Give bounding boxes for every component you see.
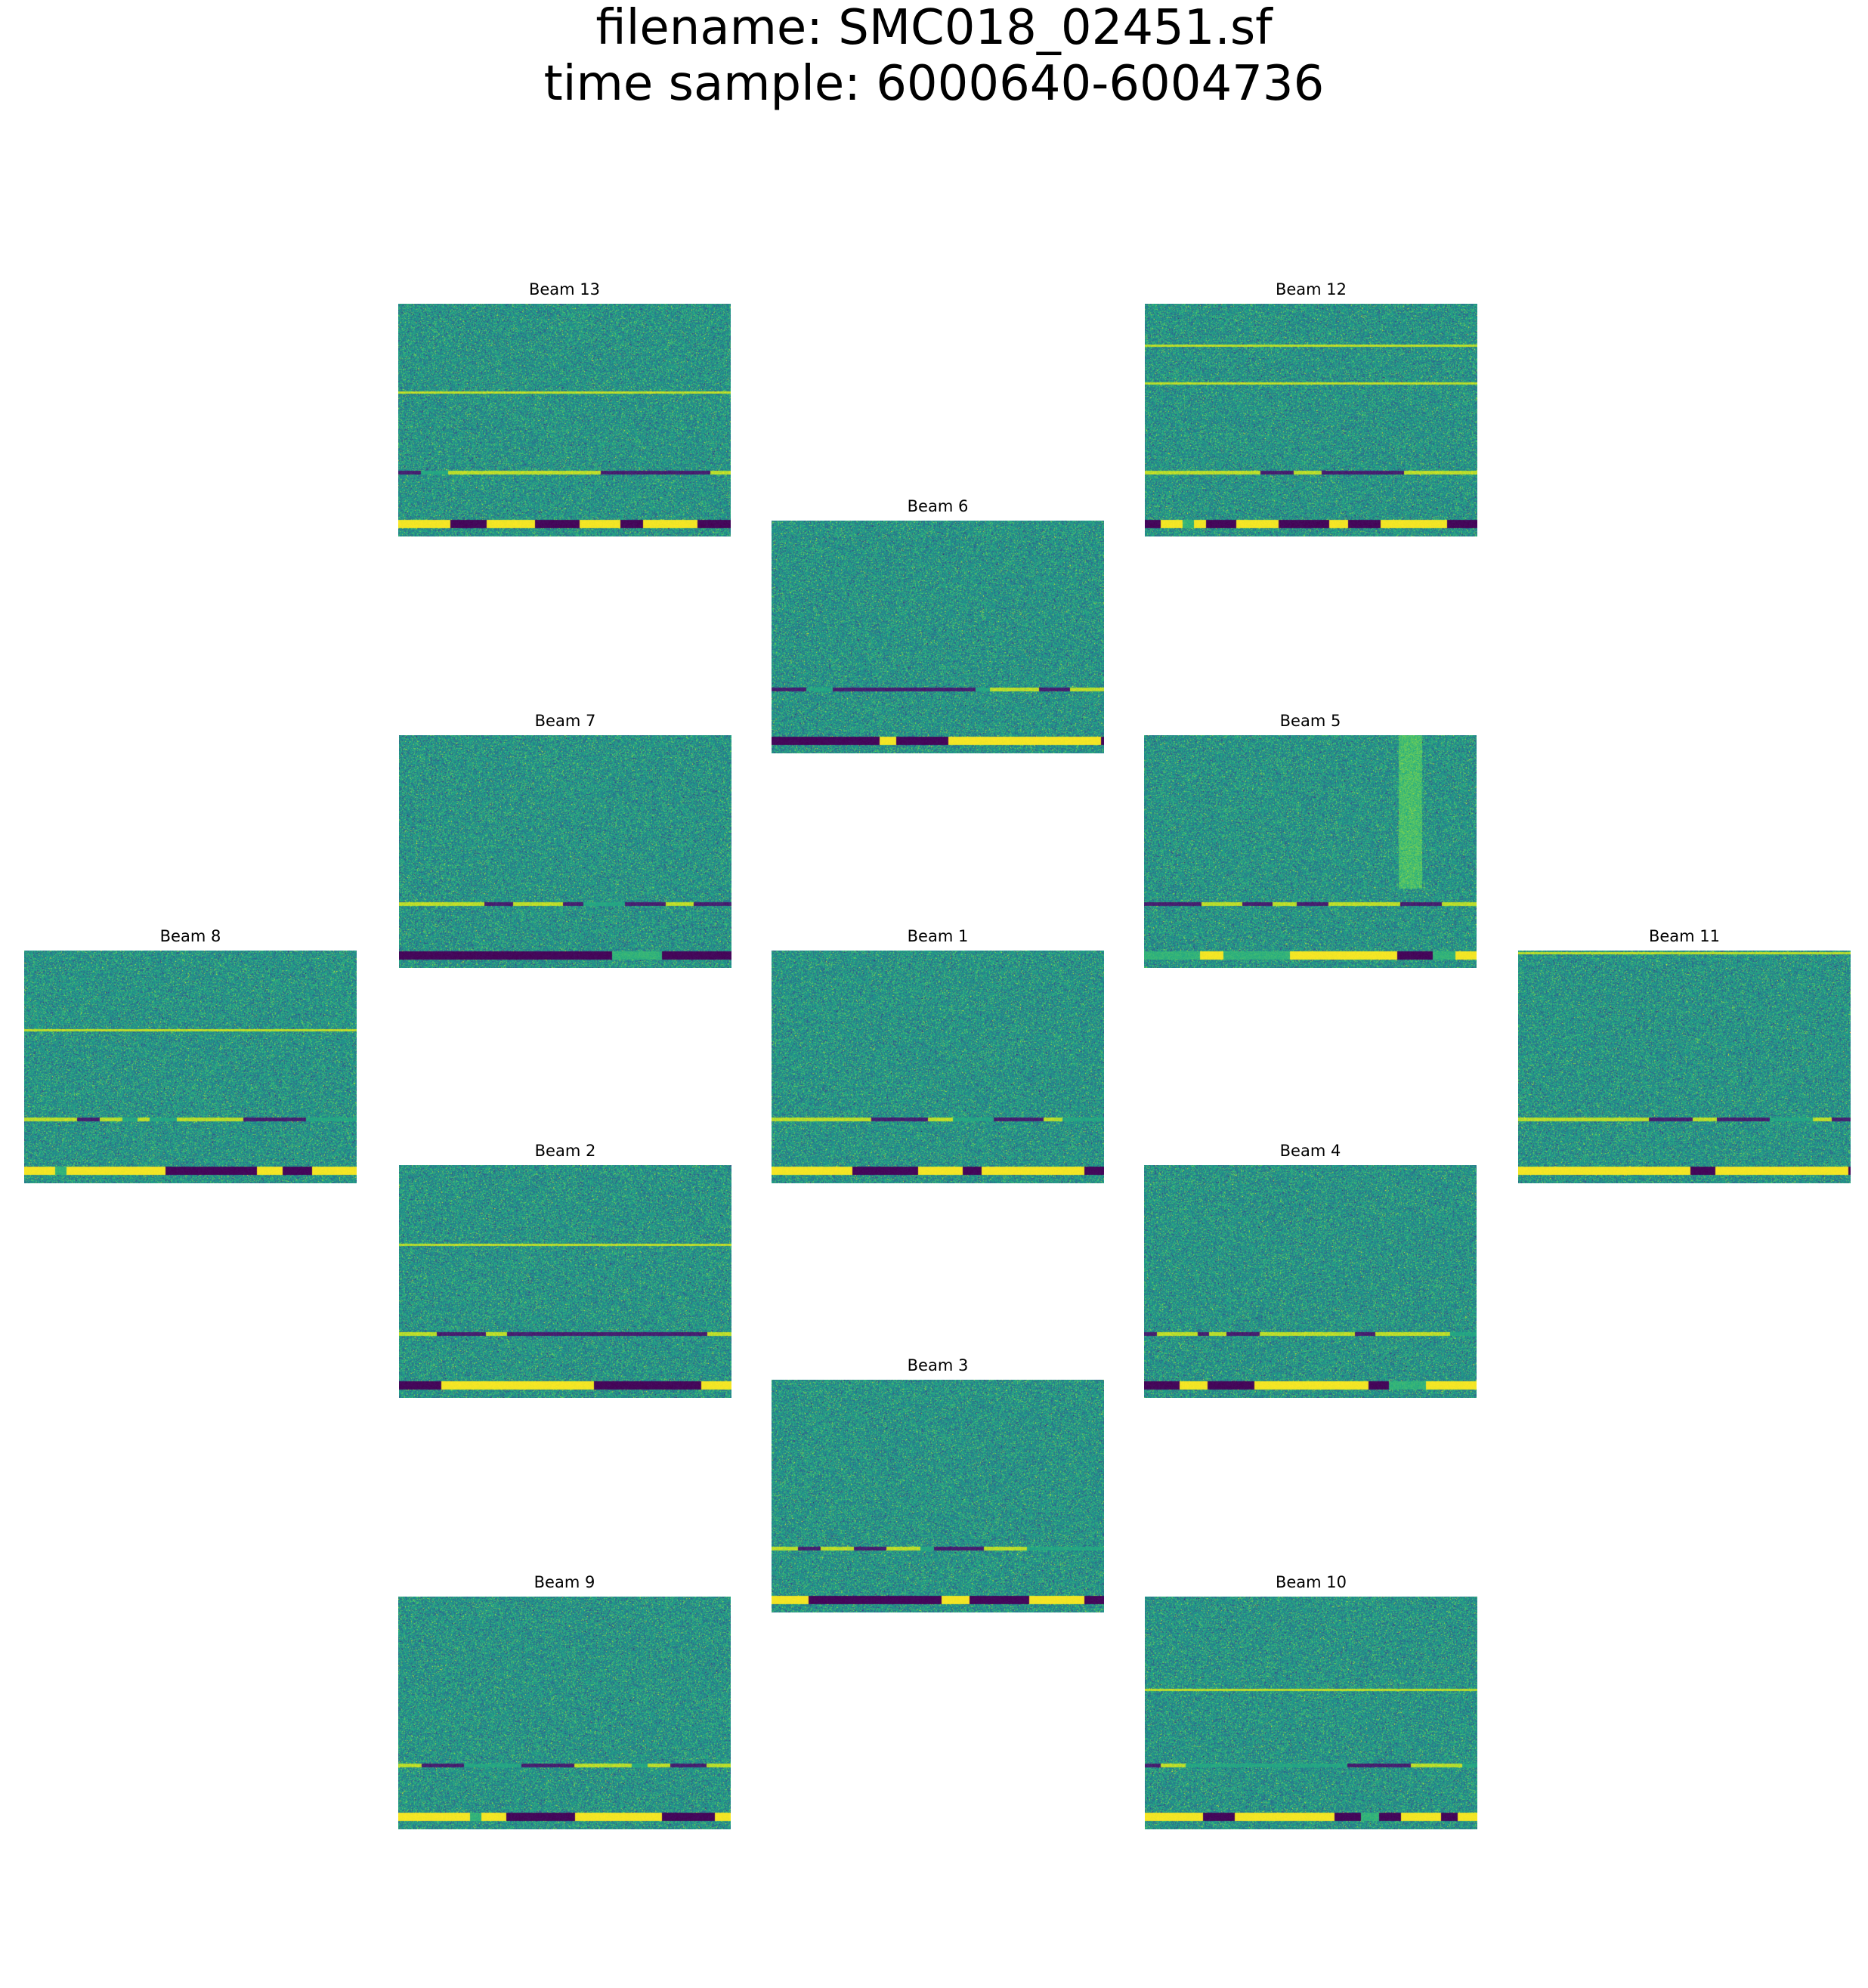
beam-title-4: Beam 4 bbox=[1279, 1142, 1341, 1160]
beam-panel-5: Beam 5 bbox=[1144, 710, 1477, 968]
beam-waterfall-6 bbox=[772, 521, 1104, 753]
figure-title-filename: filename: SMC018_02451.sf bbox=[595, 0, 1273, 56]
beam-waterfall-4 bbox=[1144, 1165, 1477, 1398]
beam-title-7: Beam 7 bbox=[534, 712, 596, 730]
beam-title-12: Beam 12 bbox=[1275, 280, 1347, 298]
beam-panel-10: Beam 10 bbox=[1145, 1571, 1477, 1829]
beam-panel-3: Beam 3 bbox=[772, 1354, 1104, 1612]
beam-panel-9: Beam 9 bbox=[398, 1571, 731, 1829]
beam-panel-11: Beam 11 bbox=[1518, 925, 1851, 1183]
beam-title-13: Beam 13 bbox=[528, 280, 601, 298]
figure-title: filename: SMC018_02451.sf time sample: 6… bbox=[0, 0, 1868, 112]
beam-title-1: Beam 1 bbox=[907, 927, 969, 945]
beam-title-6: Beam 6 bbox=[907, 497, 969, 515]
beam-waterfall-11 bbox=[1518, 951, 1851, 1183]
beam-panel-1: Beam 1 bbox=[772, 925, 1104, 1183]
figure-title-time-sample: time sample: 6000640-6004736 bbox=[543, 56, 1325, 112]
beam-title-11: Beam 11 bbox=[1648, 927, 1721, 945]
beam-panel-2: Beam 2 bbox=[399, 1139, 731, 1398]
beam-title-3: Beam 3 bbox=[907, 1356, 969, 1374]
beam-waterfall-2 bbox=[399, 1165, 731, 1398]
beam-panel-7: Beam 7 bbox=[399, 710, 731, 968]
beam-waterfall-13 bbox=[398, 304, 731, 536]
beam-waterfall-10 bbox=[1145, 1597, 1477, 1829]
beam-panel-12: Beam 12 bbox=[1145, 278, 1477, 536]
beam-waterfall-5 bbox=[1144, 735, 1477, 968]
beam-panel-8: Beam 8 bbox=[24, 925, 357, 1183]
beam-waterfall-8 bbox=[24, 951, 357, 1183]
beam-waterfall-12 bbox=[1145, 304, 1477, 536]
beam-title-10: Beam 10 bbox=[1275, 1573, 1347, 1591]
beam-waterfall-1 bbox=[772, 951, 1104, 1183]
beam-title-9: Beam 9 bbox=[533, 1573, 595, 1591]
beam-title-2: Beam 2 bbox=[534, 1142, 596, 1160]
beam-panel-13: Beam 13 bbox=[398, 278, 731, 536]
beam-waterfall-3 bbox=[772, 1380, 1104, 1612]
beam-panel-4: Beam 4 bbox=[1144, 1139, 1477, 1398]
beam-panel-6: Beam 6 bbox=[772, 495, 1104, 753]
beam-waterfall-9 bbox=[398, 1597, 731, 1829]
beam-waterfall-7 bbox=[399, 735, 731, 968]
beam-title-8: Beam 8 bbox=[159, 927, 221, 945]
beam-title-5: Beam 5 bbox=[1279, 712, 1341, 730]
